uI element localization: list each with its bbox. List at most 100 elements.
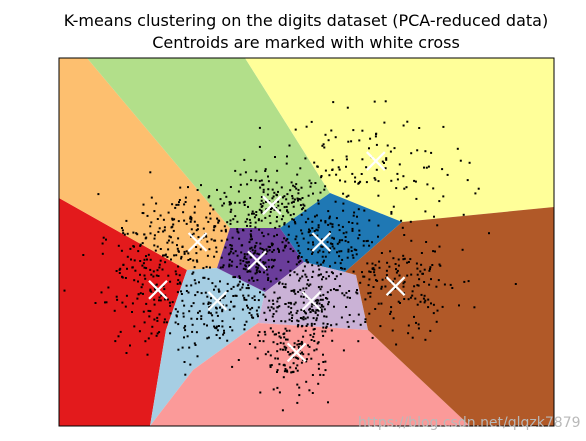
data-point	[390, 212, 393, 215]
data-point	[359, 281, 362, 284]
data-point	[398, 163, 401, 166]
data-point	[267, 350, 270, 353]
data-point	[402, 124, 405, 127]
data-point	[303, 265, 306, 268]
data-point	[156, 218, 159, 220]
data-point	[295, 187, 298, 190]
data-point	[438, 200, 441, 203]
data-point	[262, 183, 265, 186]
data-point	[219, 266, 222, 269]
data-point	[132, 231, 135, 234]
data-point	[316, 229, 319, 232]
data-point	[173, 218, 176, 221]
data-point	[367, 284, 370, 287]
data-point	[310, 324, 313, 327]
data-point	[246, 183, 249, 186]
data-point	[262, 248, 265, 251]
data-point	[413, 315, 415, 318]
data-point	[422, 297, 425, 300]
data-point	[296, 364, 299, 367]
data-point	[299, 277, 302, 280]
data-point	[279, 336, 282, 339]
data-point	[254, 226, 257, 229]
data-point	[212, 229, 215, 232]
data-point	[442, 195, 445, 198]
data-point	[351, 172, 354, 175]
data-point	[102, 236, 105, 239]
data-point	[409, 296, 412, 299]
data-point	[311, 374, 314, 376]
data-point	[267, 265, 270, 268]
data-point	[191, 323, 194, 326]
data-point	[139, 292, 142, 295]
data-point	[284, 368, 287, 370]
data-point	[243, 328, 246, 331]
data-point	[375, 279, 377, 282]
data-point	[251, 238, 253, 241]
data-point	[177, 250, 180, 253]
data-point	[301, 343, 304, 346]
data-point	[415, 197, 418, 200]
data-point	[463, 280, 466, 283]
data-point	[141, 283, 144, 286]
data-point	[144, 340, 147, 343]
data-point	[264, 170, 267, 172]
data-point	[177, 220, 180, 223]
data-point	[224, 230, 227, 233]
data-point	[232, 295, 235, 297]
data-point	[303, 309, 305, 312]
data-point	[172, 229, 175, 232]
data-point	[315, 319, 318, 322]
data-point	[311, 392, 314, 394]
data-point	[255, 211, 258, 213]
data-point	[335, 323, 338, 326]
data-point	[262, 251, 265, 254]
data-point	[177, 237, 180, 240]
data-point	[215, 246, 218, 249]
data-point	[155, 274, 158, 277]
data-point	[315, 214, 318, 217]
data-point	[232, 218, 235, 221]
data-point	[291, 197, 294, 200]
data-point	[224, 228, 227, 231]
data-point	[372, 286, 375, 288]
data-point	[290, 289, 293, 292]
data-point	[220, 239, 223, 242]
data-point	[247, 287, 250, 290]
data-point	[315, 228, 318, 231]
data-point	[236, 284, 239, 287]
data-point	[327, 301, 330, 304]
data-point	[307, 344, 309, 347]
data-point	[402, 282, 405, 285]
data-point	[262, 340, 265, 343]
data-point	[328, 251, 331, 254]
data-point	[255, 309, 258, 312]
data-point	[104, 301, 106, 304]
data-point	[214, 225, 217, 228]
data-point	[139, 260, 142, 262]
data-point	[336, 289, 339, 292]
data-point	[260, 219, 263, 222]
data-point	[149, 288, 152, 291]
data-point	[192, 259, 195, 262]
data-point	[215, 307, 218, 310]
data-point	[164, 261, 167, 264]
data-point	[249, 225, 252, 228]
data-point	[143, 266, 146, 269]
data-point	[304, 329, 307, 332]
data-point	[292, 289, 295, 292]
data-point	[267, 188, 270, 191]
data-point	[263, 311, 266, 314]
data-point	[433, 215, 435, 218]
data-point	[302, 269, 305, 272]
data-point	[316, 261, 319, 264]
data-point	[282, 333, 285, 336]
data-point	[320, 304, 323, 306]
data-point	[200, 315, 203, 318]
data-point	[262, 235, 265, 238]
data-point	[214, 239, 217, 242]
data-point	[175, 273, 178, 276]
data-point	[287, 233, 290, 236]
data-point	[190, 217, 193, 219]
data-point	[340, 250, 343, 253]
